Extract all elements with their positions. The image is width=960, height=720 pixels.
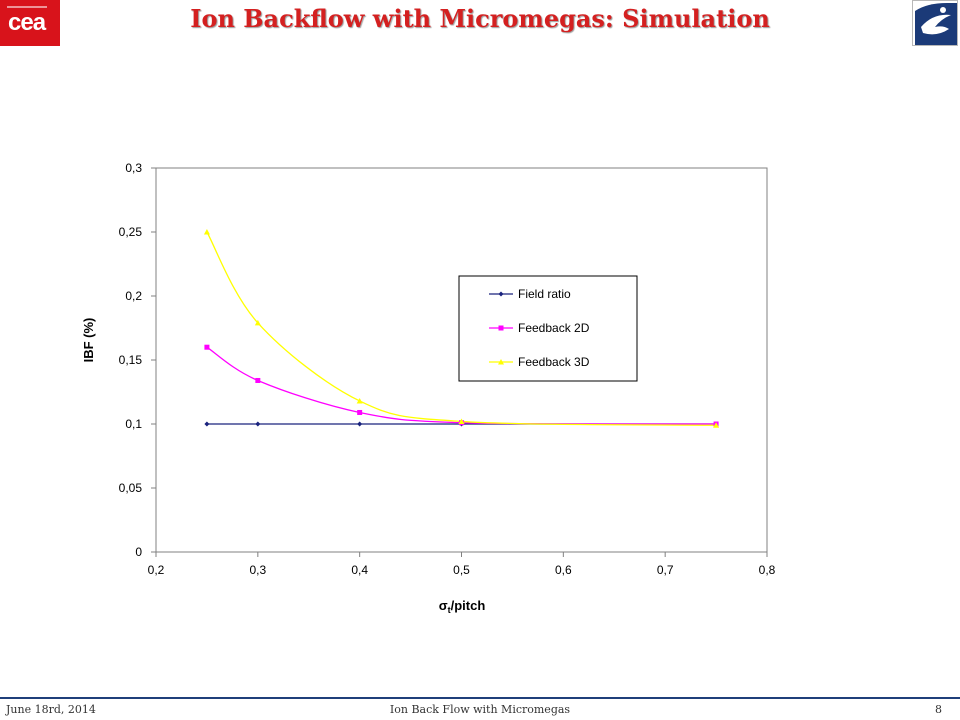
slide-title: Ion Backflow with Micromegas: Simulation <box>190 4 770 33</box>
x-tick-label: 0,3 <box>249 563 266 577</box>
irfu-logo <box>912 0 958 46</box>
y-tick-label: 0,15 <box>119 353 143 367</box>
y-tick-label: 0 <box>135 545 142 559</box>
y-tick-label: 0,2 <box>125 289 142 303</box>
series-3-point <box>254 319 261 326</box>
x-tick-label: 0,2 <box>148 563 165 577</box>
legend-swatch-marker <box>498 359 504 365</box>
page-number: 8 <box>935 703 942 716</box>
legend-label: Feedback 3D <box>518 355 590 369</box>
x-tick-label: 0,7 <box>657 563 674 577</box>
legend-label: Field ratio <box>518 287 571 301</box>
series-3-point <box>356 397 363 404</box>
series-3-point <box>203 229 210 235</box>
series-1-point <box>204 421 210 427</box>
series-line-3 <box>206 231 717 426</box>
series-1-point <box>357 421 363 427</box>
legend-swatch-marker <box>498 291 504 297</box>
y-tick-label: 0,3 <box>125 161 142 175</box>
series-2-point <box>357 409 363 415</box>
logo-fine-print <box>7 6 47 8</box>
legend-swatch-marker <box>498 325 504 331</box>
y-tick-label: 0,25 <box>119 225 143 239</box>
footer-date: June 18rd, 2014 <box>6 703 96 716</box>
series-3-point <box>458 418 465 424</box>
footer-title: Ion Back Flow with Micromegas <box>389 703 571 716</box>
series-2-point <box>204 344 210 350</box>
legend-box <box>458 275 638 382</box>
series-2-point <box>255 377 261 383</box>
cea-logo-text: cea <box>8 9 46 36</box>
cea-logo: cea <box>0 0 60 46</box>
footer-rule <box>0 697 960 699</box>
x-tick-label: 0,4 <box>351 563 368 577</box>
x-axis-label: σt/pitch <box>439 598 486 615</box>
x-axis-label-subscript: t <box>448 605 451 615</box>
chart-series-markers <box>203 229 720 428</box>
x-tick-label: 0,8 <box>759 563 776 577</box>
legend-label: Feedback 2D <box>518 321 590 335</box>
x-axis-label-suffix: /pitch <box>451 598 486 613</box>
slide-header: cea Ion Backflow with Micromegas: Simula… <box>0 0 960 48</box>
chart-legend: Field ratio Feedback 2D Feedback 3D <box>458 275 638 382</box>
ibf-chart: 0,2 0,3 0,4 0,5 0,6 0,7 0,8 0 0,05 0,1 0,15 0,2 0,25… <box>81 161 776 615</box>
chart-axes: 0,2 0,3 0,4 0,5 0,6 0,7 0,8 0 0,05 0,1 0,15 0,2 0,25… <box>119 161 776 577</box>
y-tick-label: 0,05 <box>119 481 143 495</box>
x-tick-label: 0,5 <box>453 563 470 577</box>
x-tick-label: 0,6 <box>555 563 572 577</box>
y-axis-label: IBF (%) <box>81 318 96 363</box>
series-3-point <box>713 422 720 428</box>
y-tick-label: 0,1 <box>125 417 142 431</box>
series-1-point <box>255 421 261 427</box>
x-axis-label-sigma: σ <box>439 598 448 613</box>
